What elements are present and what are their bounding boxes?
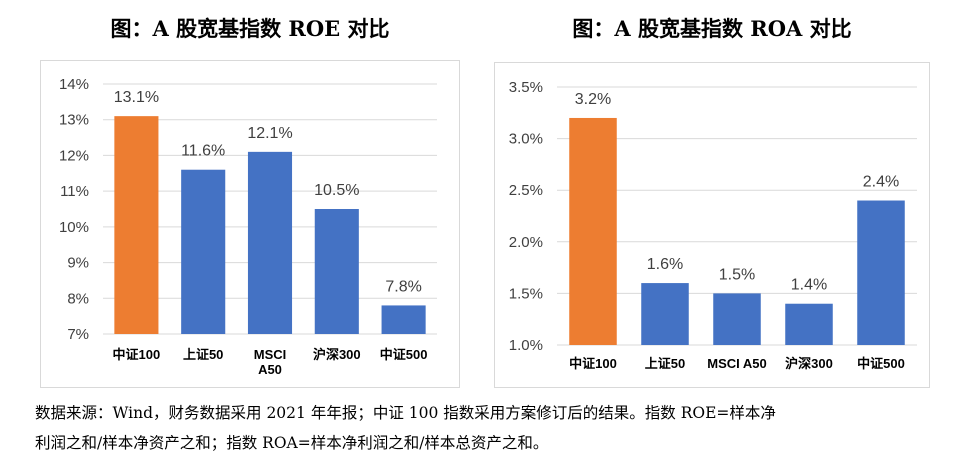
x-category-label: 中证500 bbox=[857, 356, 905, 371]
y-tick-label: 1.0% bbox=[509, 337, 543, 354]
data-label: 3.2% bbox=[575, 91, 611, 108]
roe-chart-plot: 7% 8% 9% 10% 11% 12% 13% 14% 13.1% 中证100 11.6% 上证50… bbox=[59, 76, 437, 377]
y-tick-label: 3.5% bbox=[509, 79, 543, 96]
roe-chart: 7% 8% 9% 10% 11% 12% 13% 14% 13.1% 中证100 11.6% 上证50… bbox=[40, 60, 460, 388]
bar bbox=[381, 305, 426, 334]
x-category-label: 沪深300 bbox=[785, 356, 833, 371]
x-category-label: A50 bbox=[258, 362, 282, 377]
data-label: 11.6% bbox=[181, 143, 225, 160]
roa-chart: 1.0% 1.5% 2.0% 2.5% 3.0% 3.5% 3.2% 中证100 1.6% 上证5… bbox=[494, 62, 930, 388]
x-category-label: 沪深300 bbox=[313, 347, 361, 362]
x-category-label: MSCI A50 bbox=[707, 356, 766, 371]
roa-chart-plot: 1.0% 1.5% 2.0% 2.5% 3.0% 3.5% 3.2% 中证100 1.6% 上证5… bbox=[509, 79, 917, 371]
data-label: 2.4% bbox=[863, 174, 899, 191]
y-tick-label: 9% bbox=[67, 255, 89, 272]
y-tick-label: 12% bbox=[59, 147, 89, 164]
y-tick-label: 10% bbox=[59, 219, 89, 236]
data-label: 10.5% bbox=[314, 182, 359, 199]
x-category-label: 中证100 bbox=[113, 347, 161, 362]
source-note: 数据来源：Wind，财务数据采用 2021 年年报；中证 100 指数采用方案修… bbox=[35, 398, 935, 458]
roa-chart-title: 图：A 股宽基指数 ROA 对比 bbox=[572, 16, 852, 41]
source-note-line-1: 数据来源：Wind，财务数据采用 2021 年年报；中证 100 指数采用方案修… bbox=[35, 404, 776, 422]
x-category-label: 中证100 bbox=[569, 356, 617, 371]
y-tick-label: 1.5% bbox=[509, 285, 543, 302]
data-label: 12.1% bbox=[247, 125, 292, 142]
bar bbox=[857, 200, 905, 345]
data-label: 1.5% bbox=[719, 266, 755, 283]
data-label: 1.4% bbox=[791, 277, 827, 294]
y-tick-label: 14% bbox=[59, 76, 89, 93]
bar bbox=[785, 303, 833, 345]
y-tick-label: 13% bbox=[59, 112, 89, 129]
bar bbox=[314, 209, 359, 334]
y-tick-label: 7% bbox=[67, 326, 89, 343]
data-label: 13.1% bbox=[114, 89, 159, 106]
source-note-line-2: 利润之和/样本净资产之和；指数 ROA=样本净利润之和/样本总资产之和。 bbox=[35, 434, 549, 452]
x-category-label: 上证50 bbox=[645, 356, 685, 371]
bar bbox=[247, 151, 293, 334]
bar bbox=[713, 293, 761, 345]
bar bbox=[641, 283, 689, 345]
y-tick-label: 2.5% bbox=[509, 182, 543, 199]
y-tick-label: 11% bbox=[60, 183, 89, 200]
x-category-label: 上证50 bbox=[183, 347, 223, 362]
y-tick-label: 8% bbox=[67, 290, 89, 307]
roe-chart-title: 图：A 股宽基指数 ROE 对比 bbox=[110, 16, 390, 41]
bar bbox=[569, 117, 617, 346]
y-tick-label: 2.0% bbox=[509, 234, 543, 251]
bar bbox=[181, 169, 226, 334]
y-tick-label: 3.0% bbox=[509, 131, 543, 148]
data-label: 1.6% bbox=[647, 256, 683, 273]
data-label: 7.8% bbox=[385, 278, 421, 295]
bar bbox=[114, 116, 159, 334]
x-category-label: MSCI bbox=[254, 347, 287, 362]
x-category-label: 中证500 bbox=[380, 347, 428, 362]
